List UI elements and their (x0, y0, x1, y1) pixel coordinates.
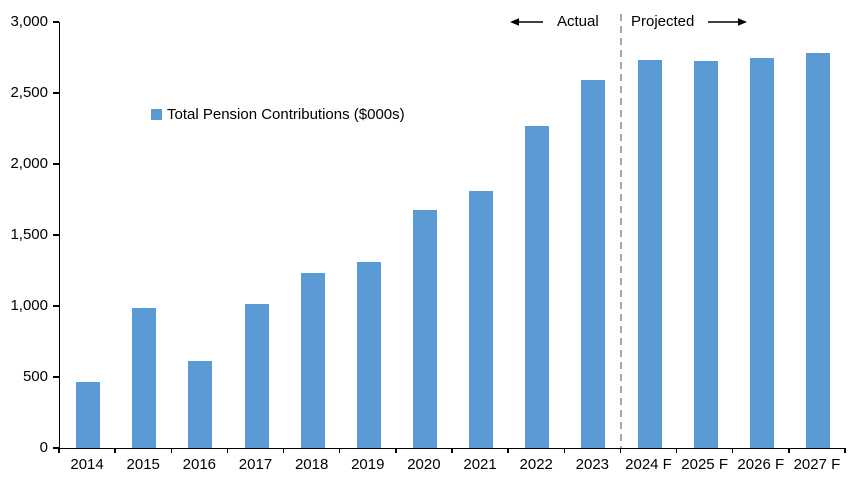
bar-2024-F (637, 59, 662, 448)
left-arrow-icon (510, 17, 543, 26)
x-tick-mark (114, 448, 116, 453)
y-tick-mark (53, 234, 59, 236)
bar-2019 (356, 262, 381, 448)
x-tick-label-2022: 2022 (519, 456, 553, 473)
actual-label: Actual (557, 13, 599, 30)
x-tick-mark (282, 448, 285, 453)
bar-2020 (412, 210, 437, 448)
y-tick-mark (53, 305, 59, 307)
x-tick-mark (619, 448, 622, 453)
actual-annotation: Actual (510, 13, 599, 30)
x-tick-mark (731, 448, 734, 453)
actual-projected-divider-line (620, 14, 623, 448)
x-tick-label-2016: 2016 (182, 456, 217, 473)
projected-annotation: Projected (631, 13, 748, 30)
legend: Total Pension Contributions ($000s) (151, 106, 405, 123)
x-tick-label-2026-F: 2026 F (737, 456, 785, 473)
x-tick-label-2020: 2020 (407, 456, 441, 473)
bar-2018 (300, 273, 325, 448)
y-tick-mark (53, 376, 59, 378)
x-tick-label-2017: 2017 (238, 456, 273, 473)
bar-2021 (469, 191, 494, 448)
bar-2027-F (805, 53, 830, 448)
x-tick-mark (675, 448, 678, 453)
x-tick-mark (226, 448, 229, 453)
x-tick-mark (451, 448, 453, 453)
x-tick-mark (844, 448, 846, 453)
x-tick-mark (338, 448, 341, 453)
bar-2022 (525, 125, 550, 448)
x-tick-mark (507, 448, 509, 453)
y-tick-mark (53, 163, 59, 165)
bar-2025-F (693, 61, 718, 448)
plot-area (59, 14, 846, 449)
x-tick-label-2023: 2023 (575, 456, 610, 473)
y-tick-label: 3,000 (10, 13, 48, 30)
y-tick-label: 1,000 (10, 297, 48, 314)
y-tick-label: 500 (22, 368, 48, 385)
x-tick-label-2019: 2019 (351, 456, 385, 473)
y-tick-mark (53, 21, 59, 23)
right-arrow-icon (708, 17, 748, 26)
x-tick-mark (58, 448, 60, 453)
bar-2016 (188, 361, 213, 448)
legend-swatch-icon (151, 109, 162, 120)
projected-label: Projected (631, 13, 695, 30)
x-tick-label-2027-F: 2027 F (793, 456, 841, 473)
bar-2017 (244, 303, 269, 448)
x-tick-label-2015: 2015 (126, 456, 160, 473)
y-tick-label: 2,000 (10, 155, 48, 172)
x-tick-mark (395, 448, 397, 453)
bar-2026-F (749, 57, 774, 448)
x-tick-label-2014: 2014 (70, 456, 104, 473)
x-tick-label-2018: 2018 (294, 456, 329, 473)
y-tick-label: 1,500 (10, 226, 48, 243)
y-tick-mark (53, 447, 59, 449)
legend-label: Total Pension Contributions ($000s) (167, 106, 405, 123)
bar-2015 (132, 308, 157, 448)
x-tick-label-2025-F: 2025 F (681, 456, 728, 473)
x-tick-mark (563, 448, 566, 453)
bar-2023 (581, 79, 606, 448)
x-tick-label-2024-F: 2024 F (625, 456, 672, 473)
y-tick-label: 2,500 (10, 84, 48, 101)
x-tick-mark (788, 448, 790, 453)
y-tick-label: 0 (39, 439, 48, 456)
x-tick-mark (170, 448, 173, 453)
bar-2014 (76, 382, 101, 448)
x-tick-label-2021: 2021 (463, 456, 497, 473)
y-tick-mark (53, 92, 59, 94)
